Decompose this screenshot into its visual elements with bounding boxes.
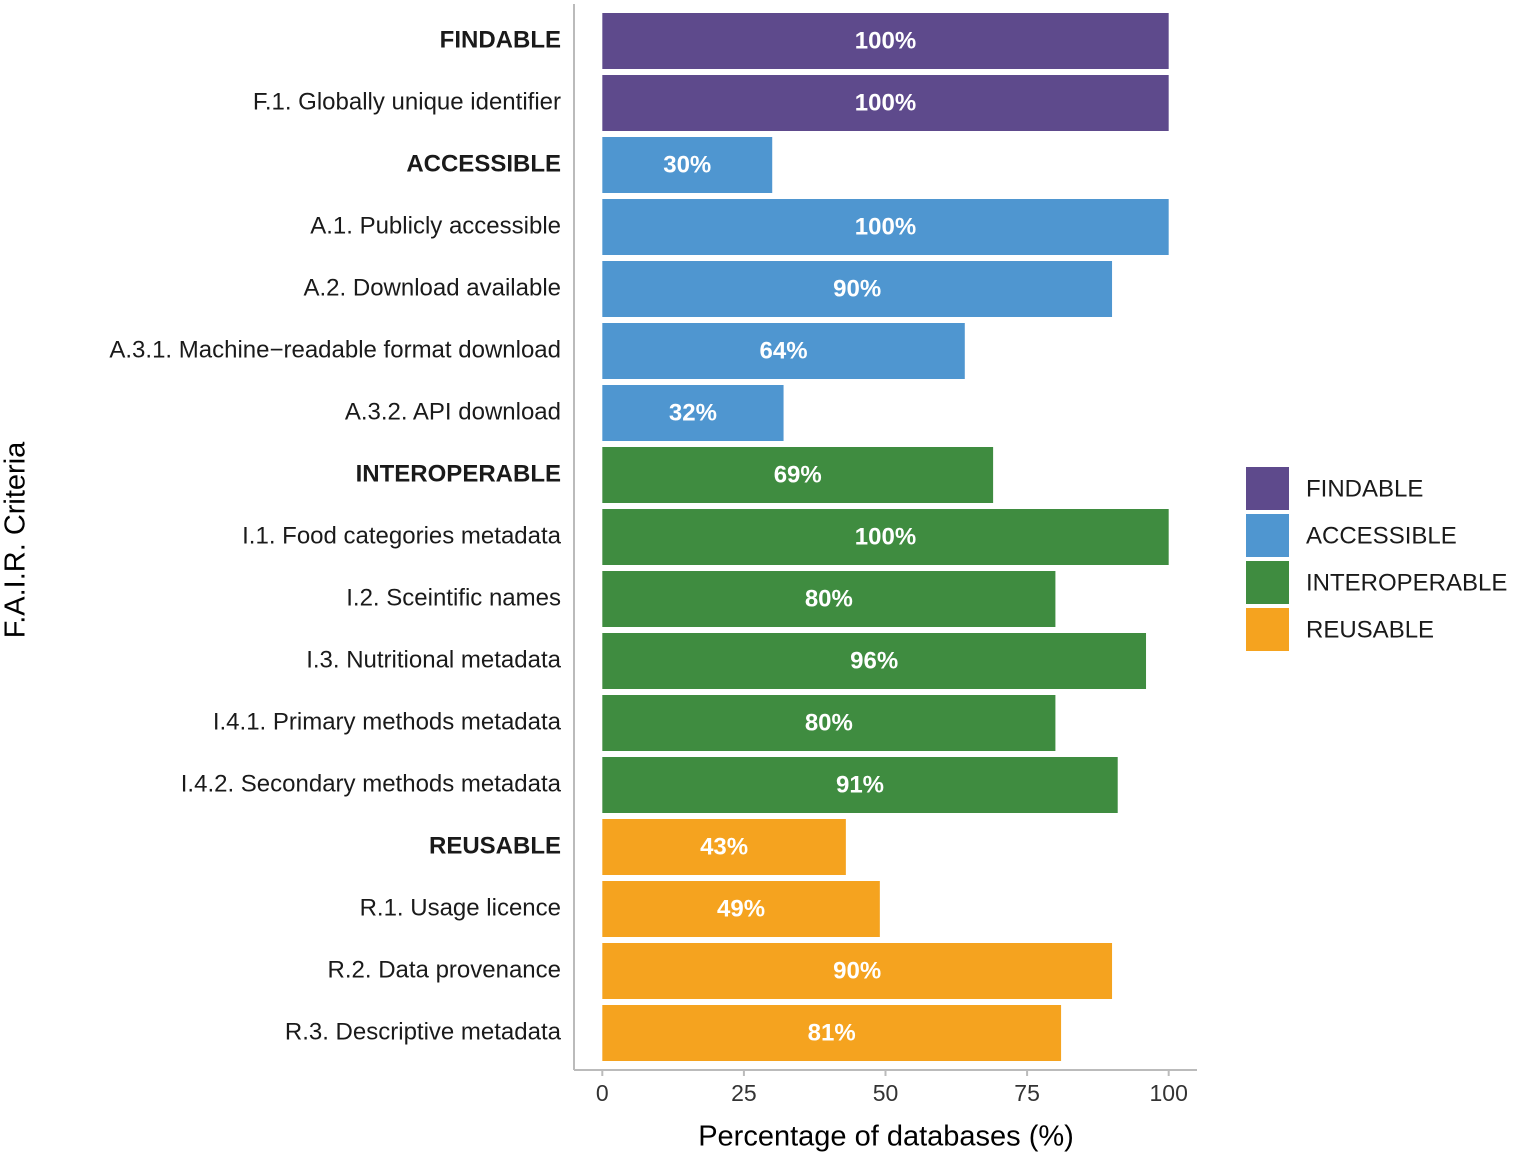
y-tick-label: F.1. Globally unique identifier — [253, 88, 561, 115]
y-tick-label: I.4.2. Secondary methods metadata — [181, 770, 562, 797]
value-label: 80% — [805, 585, 853, 612]
bar — [602, 819, 846, 875]
value-label: 30% — [663, 151, 711, 178]
y-tick-label: A.2. Download available — [304, 274, 562, 301]
bar — [602, 571, 1056, 627]
y-axis-title: F.A.I.R. Criteria — [0, 441, 32, 638]
y-tick-label: I.2. Sceintific names — [346, 584, 561, 611]
value-label: 90% — [833, 275, 881, 302]
y-tick-label: I.1. Food categories metadata — [242, 522, 562, 549]
y-tick-label: R.3. Descriptive metadata — [285, 1018, 562, 1045]
y-tick-label: ACCESSIBLE — [406, 150, 561, 177]
value-label: 100% — [855, 89, 916, 116]
legend-label: REUSABLE — [1306, 616, 1434, 643]
legend-label: FINDABLE — [1306, 475, 1423, 502]
y-tick-label: FINDABLE — [440, 26, 561, 53]
value-label: 91% — [836, 771, 884, 798]
y-tick-label: A.1. Publicly accessible — [310, 212, 561, 239]
value-label: 64% — [760, 337, 808, 364]
bar — [602, 385, 784, 441]
value-label: 80% — [805, 709, 853, 736]
bar — [602, 1005, 1062, 1061]
bar — [602, 695, 1056, 751]
x-tick-label: 25 — [731, 1080, 757, 1106]
legend-label: INTEROPERABLE — [1306, 569, 1507, 596]
bar — [602, 881, 880, 937]
x-tick-label: 75 — [1014, 1080, 1040, 1106]
value-label: 81% — [808, 1019, 856, 1046]
x-tick-label: 50 — [873, 1080, 899, 1106]
x-tick-label: 100 — [1149, 1080, 1187, 1106]
bar — [602, 323, 965, 379]
value-label: 96% — [850, 647, 898, 674]
y-tick-label: A.3.1. Machine−readable format download — [109, 336, 561, 363]
bar — [602, 75, 1169, 131]
legend-label: ACCESSIBLE — [1306, 522, 1457, 549]
legend-swatch — [1246, 514, 1289, 557]
y-tick-label: R.2. Data provenance — [328, 956, 561, 983]
y-tick-label: R.1. Usage licence — [360, 894, 561, 921]
value-label: 100% — [855, 523, 916, 550]
bar — [602, 13, 1169, 69]
y-tick-label: A.3.2. API download — [345, 398, 561, 425]
value-label: 69% — [774, 461, 822, 488]
bar — [602, 447, 994, 503]
value-label: 43% — [700, 833, 748, 860]
x-axis-title: Percentage of databases (%) — [698, 1121, 1074, 1153]
bar — [602, 509, 1169, 565]
y-tick-label: I.3. Nutritional metadata — [306, 646, 561, 673]
legend-swatch — [1246, 561, 1289, 604]
bar — [602, 137, 773, 193]
bar — [602, 261, 1113, 317]
legend-swatch — [1246, 467, 1289, 510]
x-tick-label: 0 — [596, 1080, 609, 1106]
y-tick-label: INTEROPERABLE — [356, 460, 561, 487]
bar — [602, 199, 1169, 255]
value-label: 49% — [717, 895, 765, 922]
value-label: 100% — [855, 27, 916, 54]
bar — [602, 943, 1113, 999]
value-label: 32% — [669, 399, 717, 426]
bar — [602, 633, 1147, 689]
bar — [602, 757, 1118, 813]
legend-swatch — [1246, 608, 1289, 651]
y-tick-label: I.4.1. Primary methods metadata — [213, 708, 562, 735]
value-label: 100% — [855, 213, 916, 240]
y-tick-label: REUSABLE — [429, 832, 561, 859]
value-label: 90% — [833, 957, 881, 984]
